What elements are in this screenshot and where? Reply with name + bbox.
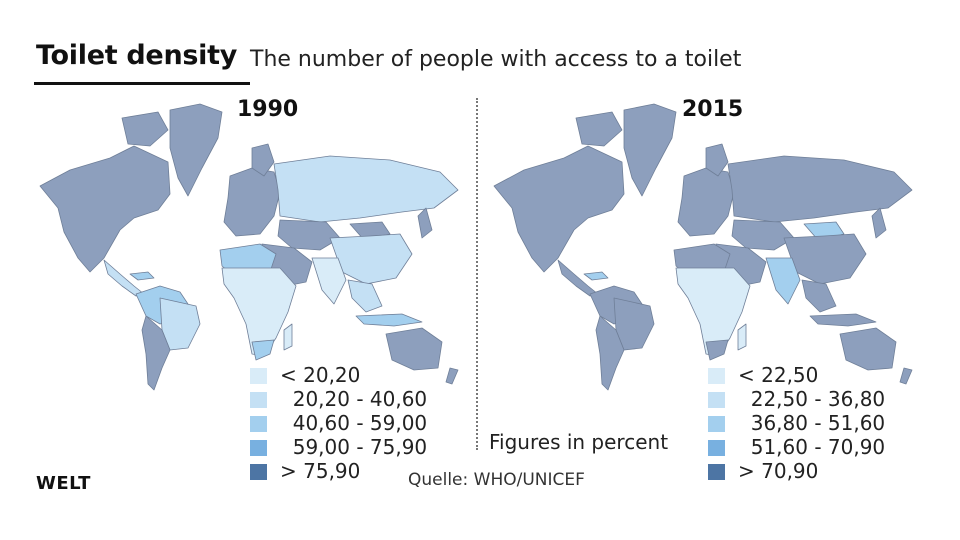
units-note: Figures in percent (489, 430, 669, 454)
legend-label: < 20,20 (280, 363, 361, 387)
arctic-islands (575, 111, 623, 147)
legend-label: 22,50 - 36,80 (738, 387, 886, 411)
chart-subtitle: The number of people with access to a to… (250, 47, 742, 72)
australia (385, 327, 443, 371)
central-asia (731, 219, 795, 251)
greenland (623, 103, 677, 197)
legend-swatch (250, 440, 267, 456)
legend-label: > 75,90 (280, 459, 361, 483)
legend-row: < 20,20 (250, 363, 480, 387)
legend-swatch (708, 416, 725, 432)
scandinavia (705, 143, 729, 177)
year-label-1990: 1990 (237, 97, 299, 122)
legend-row: < 22,50 (708, 363, 938, 387)
legend-swatch (250, 416, 267, 432)
madagascar (737, 323, 747, 351)
legend-1990: < 20,20 20,20 - 40,60 40,60 - 59,00 59,0… (250, 363, 480, 483)
north-america (493, 145, 625, 273)
legend-row: 20,20 - 40,60 (250, 387, 480, 411)
indonesia (809, 313, 877, 327)
source-credit: Quelle: WHO/UNICEF (408, 470, 585, 490)
legend-row: > 75,90 (250, 459, 480, 483)
legend-row: 40,60 - 59,00 (250, 411, 480, 435)
caribbean (129, 271, 155, 281)
south-africa (251, 339, 275, 361)
legend-2015: < 22,50 22,50 - 36,80 36,80 - 51,60 51,6… (708, 363, 938, 483)
legend-swatch (250, 368, 267, 384)
china (783, 233, 867, 285)
india (765, 257, 801, 305)
new-zealand (899, 367, 913, 385)
japan (871, 207, 887, 239)
russia (273, 155, 459, 223)
southeast-asia (347, 279, 383, 313)
legend-row: 59,00 - 75,90 (250, 435, 480, 459)
year-label-2015: 2015 (682, 97, 744, 122)
india (311, 257, 347, 305)
legend-label: 59,00 - 75,90 (280, 435, 428, 459)
legend-row: 22,50 - 36,80 (708, 387, 938, 411)
world-map-2015 (493, 103, 913, 391)
madagascar (283, 323, 293, 351)
new-zealand (445, 367, 459, 385)
legend-row: 36,80 - 51,60 (708, 411, 938, 435)
japan (417, 207, 433, 239)
central-asia (277, 219, 341, 251)
legend-swatch (708, 392, 725, 408)
map-divider (476, 98, 478, 450)
brand-logo: WELT (36, 473, 91, 494)
legend-swatch (250, 392, 267, 408)
indonesia (355, 313, 423, 327)
north-america (39, 145, 171, 273)
legend-swatch (250, 464, 267, 480)
legend-swatch (708, 440, 725, 456)
chart-title: Toilet density (36, 40, 238, 71)
legend-row: 51,60 - 70,90 (708, 435, 938, 459)
south-america-south (141, 315, 171, 391)
greenland (169, 103, 223, 197)
europe (223, 167, 281, 237)
legend-label: 51,60 - 70,90 (738, 435, 886, 459)
legend-label: > 70,90 (738, 459, 819, 483)
russia (727, 155, 913, 223)
caribbean (583, 271, 609, 281)
arctic-islands (121, 111, 169, 147)
scandinavia (251, 143, 275, 177)
legend-label: < 22,50 (738, 363, 819, 387)
legend-label: 40,60 - 59,00 (280, 411, 428, 435)
legend-label: 36,80 - 51,60 (738, 411, 886, 435)
china (329, 233, 413, 285)
legend-label: 20,20 - 40,60 (280, 387, 428, 411)
legend-row: > 70,90 (708, 459, 938, 483)
legend-swatch (708, 464, 725, 480)
southeast-asia (801, 279, 837, 313)
title-underline (34, 82, 250, 85)
south-africa (705, 339, 729, 361)
australia (839, 327, 897, 371)
south-america-south (595, 315, 625, 391)
europe (677, 167, 735, 237)
legend-swatch (708, 368, 725, 384)
world-map-1990 (39, 103, 459, 391)
